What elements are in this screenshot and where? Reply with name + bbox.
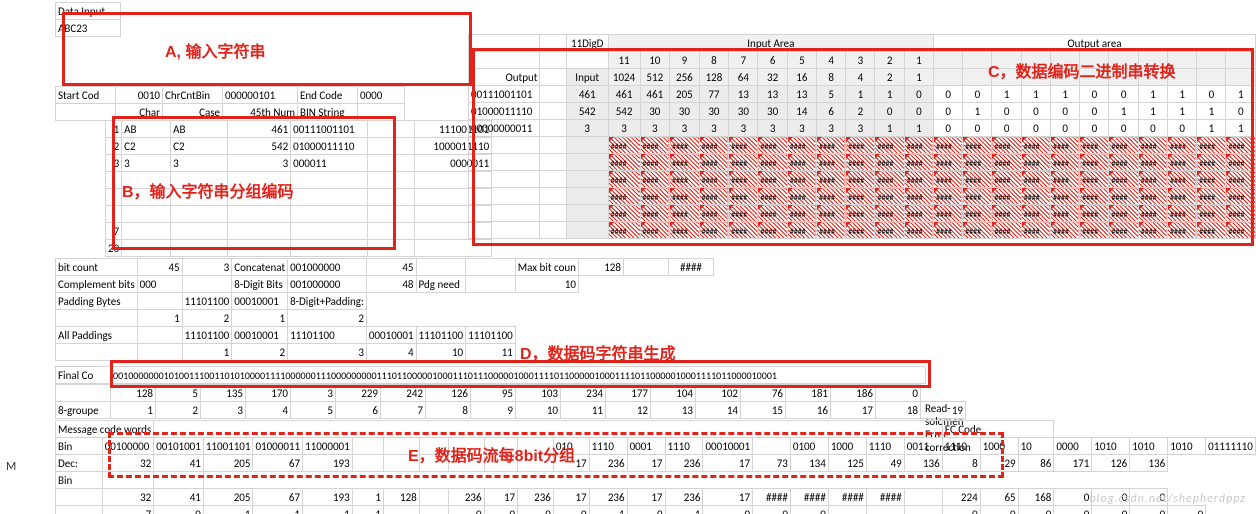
eight-groupe: 1285135170322924212695103234177104102761… [55,384,966,419]
input-area-label: Input Area [608,35,933,52]
final-row: Final Co 0010000000101001110011010100001… [55,366,926,384]
label-a: A, 输入字符串 [165,38,265,62]
label-e: E，数据码流每8bit分组 [408,442,575,466]
watermark: blog.csdn.net/shepherdppz [1090,492,1246,506]
label-d: D，数据码字符串生成 [520,340,676,364]
start-code-row: Start Cod 0010 ChrCntBin 000000101 End C… [55,86,405,121]
end-code-label: End Code [298,87,358,104]
label-c: C，数据编码二进制串转换 [988,58,1176,82]
section-e: Message code wordsEC Code Bin00100000001… [55,420,1256,514]
box-a [62,12,472,86]
output-area-label: Output area [933,35,1255,52]
case-label: Case [163,104,223,121]
char-label: Char [116,104,163,121]
chrcntbin-label: ChrCntBin [163,87,223,104]
data-input-table: Data Input ABC23 [55,2,121,37]
label-b: B，输入字符串分组编码 [122,178,294,202]
start-code-val: 0010 [116,87,163,104]
45th-label: 45th Num [223,104,298,121]
data-input-label: Data Input [56,3,121,20]
chrcntbin-val: 000000101 [223,87,298,104]
data-input-value: ABC23 [56,20,121,37]
end-code-val: 0000 [358,87,405,104]
start-code-label: Start Cod [56,87,116,104]
binstring-label: BIN String [298,104,358,121]
